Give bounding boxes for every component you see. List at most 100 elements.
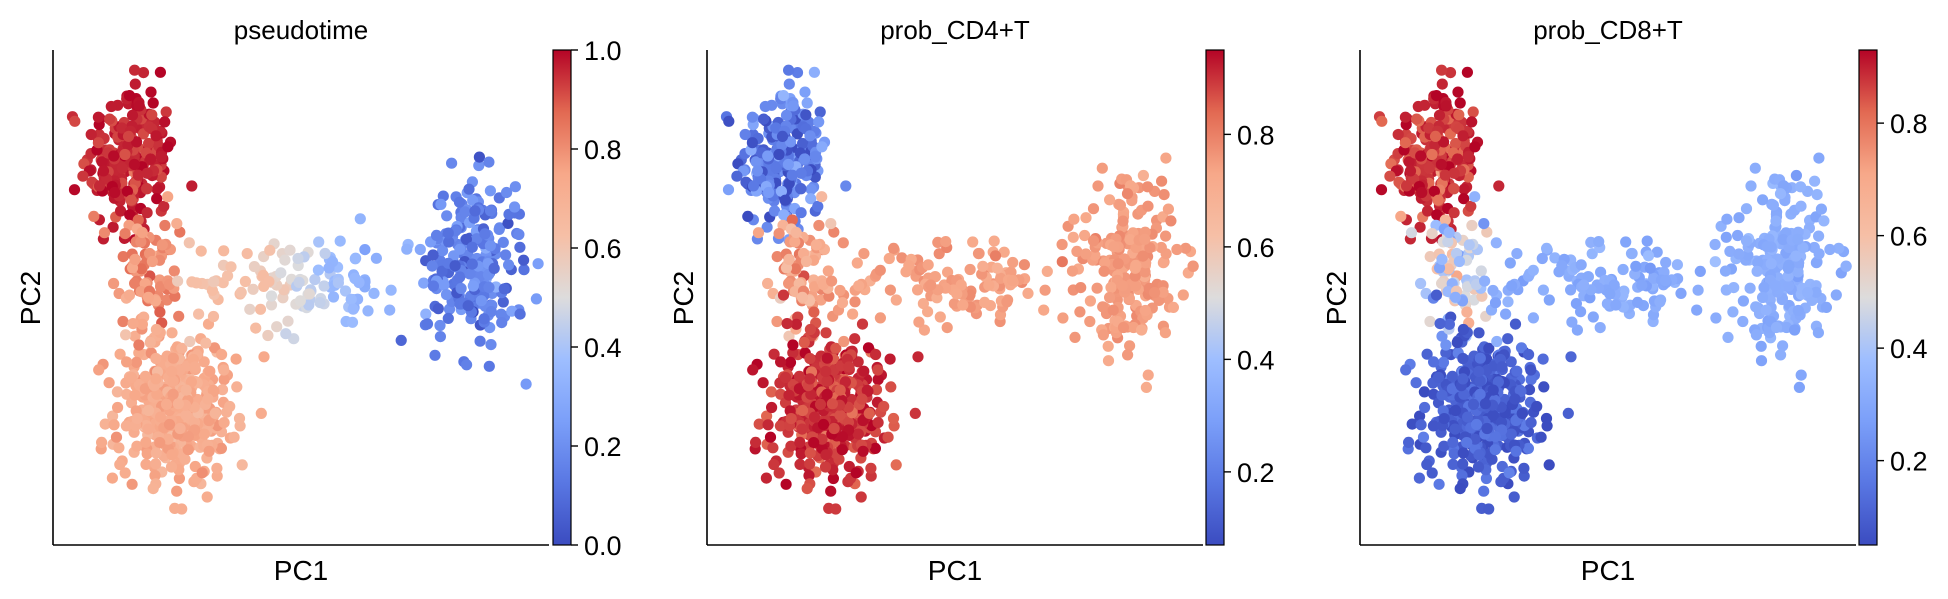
y-axis-label: PC2 — [15, 271, 46, 325]
scatter-point — [1810, 286, 1822, 298]
scatter-point — [430, 229, 443, 241]
scatter-point — [1411, 113, 1423, 125]
scatter-point — [263, 276, 275, 288]
scatter-point — [1490, 237, 1502, 249]
scatter-point — [858, 248, 870, 260]
scatter-point — [1575, 306, 1587, 318]
scatter-point — [1462, 151, 1474, 163]
scatter-point — [1426, 467, 1438, 479]
scatter-point — [395, 334, 407, 346]
scatter-point — [133, 100, 145, 112]
scatter-point — [176, 342, 188, 354]
scatter-point — [1625, 248, 1638, 260]
scatter-point — [940, 236, 952, 248]
scatter-point — [1104, 194, 1116, 206]
scatter-point — [840, 180, 852, 192]
scatter-point — [1096, 162, 1108, 174]
scatter-point — [862, 342, 875, 354]
scatter-point — [135, 236, 147, 248]
scatter-point — [1433, 109, 1446, 121]
scatter-point — [1415, 150, 1427, 162]
scatter-point — [244, 303, 256, 315]
scatter-point — [784, 356, 797, 368]
scatter-point — [429, 349, 441, 361]
scatter-point — [1483, 503, 1495, 515]
scatter-point — [384, 304, 396, 316]
scatter-point — [768, 348, 780, 360]
scatter-point — [165, 461, 178, 473]
scatter-point — [1525, 374, 1537, 386]
colorbar-gradient — [552, 49, 572, 546]
scatter-point — [801, 483, 813, 495]
scatter-point — [775, 356, 787, 368]
scatter-point — [1604, 288, 1616, 300]
scatter-point — [117, 251, 129, 263]
scatter-point — [88, 210, 100, 222]
scatter-point — [493, 223, 505, 235]
scatter-point — [1475, 265, 1487, 277]
scatter-point — [163, 418, 176, 431]
scatter-point — [113, 442, 125, 454]
scatter-point — [1149, 287, 1161, 299]
scatter-point — [228, 431, 240, 443]
scatter-point — [872, 374, 884, 386]
x-axis-label: PC1 — [928, 555, 982, 586]
scatter-point — [783, 64, 795, 76]
scatter-point — [1452, 86, 1464, 98]
scatter-point — [1540, 412, 1553, 425]
scatter-point — [783, 253, 795, 265]
scatter-point — [483, 156, 495, 168]
scatter-point — [1139, 233, 1151, 245]
scatter-point — [758, 113, 770, 125]
scatter-point — [1793, 381, 1805, 393]
scatter-point — [98, 227, 111, 239]
scatter-point — [427, 249, 439, 261]
scatter-point — [166, 327, 178, 339]
colorbar-tick-label: 0.8 — [584, 135, 622, 165]
scatter-point — [1719, 265, 1732, 277]
scatter-point — [861, 384, 873, 396]
scatter-point — [852, 428, 864, 440]
scatter-point — [1129, 262, 1141, 274]
scatter-point — [1403, 436, 1415, 448]
scatter-point — [218, 364, 230, 376]
scatter-point — [913, 316, 925, 328]
scatter-point — [1531, 400, 1543, 413]
scatter-point — [495, 308, 507, 320]
scatter-point — [836, 297, 849, 309]
scatter-point — [1112, 258, 1124, 270]
scatter-point — [1749, 162, 1761, 174]
scatter-point — [850, 467, 862, 479]
scatter-point — [785, 440, 797, 452]
scatter-point — [318, 280, 330, 292]
scatter-point — [488, 262, 500, 274]
scatter-point — [173, 472, 185, 485]
scatter-point — [1092, 180, 1104, 192]
scatter-point — [799, 153, 811, 165]
scatter-point — [1416, 186, 1428, 199]
scatter-point — [1733, 248, 1745, 260]
scatter-point — [1473, 327, 1485, 339]
scatter-point — [808, 437, 820, 449]
scatter-point — [141, 207, 153, 219]
scatter-point — [750, 156, 762, 168]
scatter-point — [912, 284, 924, 296]
scatter-point — [1472, 461, 1485, 473]
scatter-point — [1434, 318, 1446, 330]
scatter-point — [1041, 265, 1053, 277]
scatter-point — [156, 239, 168, 251]
scatter-point — [140, 436, 152, 448]
scatter-point — [1728, 282, 1740, 294]
scatter-point — [998, 246, 1010, 258]
scatter-point — [1537, 353, 1549, 365]
scatter-point — [820, 365, 832, 378]
scatter-point — [1117, 321, 1130, 334]
scatter-point — [770, 162, 782, 174]
scatter-point — [804, 352, 816, 365]
scatter-point — [385, 284, 397, 296]
scatter-point — [1651, 246, 1663, 258]
scatter-point — [872, 364, 884, 376]
colorbar-tick-label: 0.2 — [1890, 447, 1928, 477]
scatter-point — [1511, 365, 1523, 377]
scatter-point — [1478, 218, 1490, 230]
